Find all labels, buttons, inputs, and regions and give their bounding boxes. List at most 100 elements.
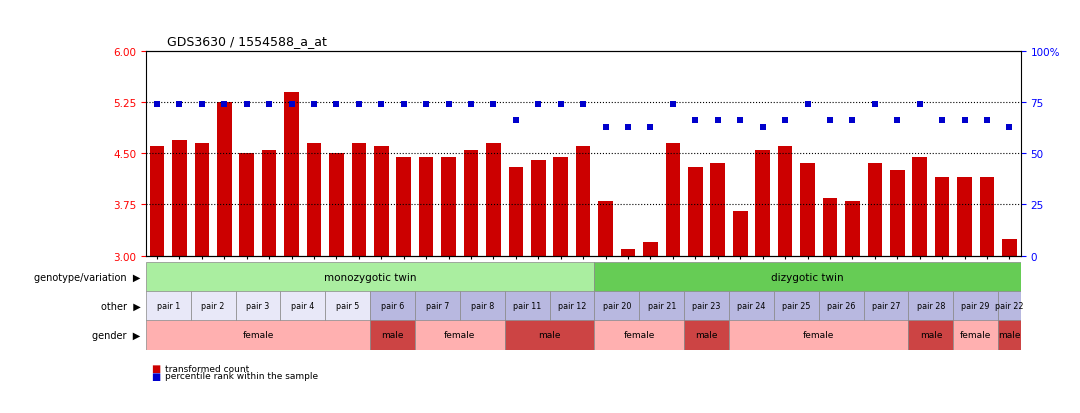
Text: pair 26: pair 26 xyxy=(827,301,855,311)
Point xyxy=(731,118,748,124)
Point xyxy=(350,102,367,108)
Bar xyxy=(1002,239,1016,256)
Bar xyxy=(644,242,658,256)
Point xyxy=(777,118,794,124)
Bar xyxy=(442,157,456,256)
Point xyxy=(821,118,838,124)
Bar xyxy=(594,291,639,321)
Text: pair 23: pair 23 xyxy=(692,301,720,311)
Bar xyxy=(146,291,191,321)
Point xyxy=(754,124,771,131)
Bar xyxy=(240,154,254,256)
Bar xyxy=(957,178,972,256)
Text: pair 22: pair 22 xyxy=(995,301,1024,311)
Point xyxy=(912,102,929,108)
Text: other  ▶: other ▶ xyxy=(100,301,140,311)
Bar xyxy=(935,178,949,256)
Bar xyxy=(778,147,793,256)
Point xyxy=(148,102,165,108)
Text: pair 2: pair 2 xyxy=(201,301,225,311)
Point xyxy=(529,102,546,108)
Point xyxy=(418,102,435,108)
Bar xyxy=(665,144,680,256)
Bar xyxy=(531,161,545,256)
Point xyxy=(306,102,323,108)
Text: female: female xyxy=(804,330,835,339)
Bar xyxy=(639,291,684,321)
Bar xyxy=(415,320,504,350)
Point xyxy=(508,118,525,124)
Bar xyxy=(504,291,550,321)
Text: male: male xyxy=(538,330,561,339)
Text: pair 27: pair 27 xyxy=(872,301,901,311)
Point xyxy=(889,118,906,124)
Text: male: male xyxy=(696,330,718,339)
Bar xyxy=(415,291,460,321)
Point xyxy=(978,118,996,124)
Bar xyxy=(217,103,231,256)
Bar xyxy=(370,291,415,321)
Text: pair 28: pair 28 xyxy=(917,301,945,311)
Bar xyxy=(908,320,954,350)
Bar xyxy=(913,157,927,256)
Bar xyxy=(261,150,276,256)
Bar xyxy=(867,164,882,256)
Bar xyxy=(954,291,998,321)
Text: pair 11: pair 11 xyxy=(513,301,541,311)
Bar xyxy=(733,212,747,256)
Bar xyxy=(890,171,905,256)
Text: pair 4: pair 4 xyxy=(292,301,314,311)
Bar xyxy=(370,320,415,350)
Text: male: male xyxy=(381,330,404,339)
Point xyxy=(799,102,816,108)
Text: male: male xyxy=(998,330,1021,339)
Bar xyxy=(374,147,389,256)
Text: pair 12: pair 12 xyxy=(557,301,586,311)
Point xyxy=(238,102,255,108)
Bar xyxy=(235,291,281,321)
Bar xyxy=(621,249,635,256)
Text: male: male xyxy=(920,330,942,339)
Text: percentile rank within the sample: percentile rank within the sample xyxy=(165,371,319,380)
Bar xyxy=(998,291,1021,321)
Text: pair 7: pair 7 xyxy=(426,301,449,311)
Point xyxy=(710,118,727,124)
Bar xyxy=(684,320,729,350)
Bar xyxy=(711,164,725,256)
Point xyxy=(552,102,569,108)
Bar xyxy=(598,202,613,256)
Bar xyxy=(755,150,770,256)
Point xyxy=(597,124,615,131)
Point xyxy=(933,118,950,124)
Bar xyxy=(463,150,478,256)
Text: female: female xyxy=(444,330,475,339)
Text: female: female xyxy=(242,330,273,339)
Text: pair 3: pair 3 xyxy=(246,301,270,311)
Point xyxy=(956,118,973,124)
Bar xyxy=(819,291,864,321)
Bar xyxy=(194,144,210,256)
Bar xyxy=(729,320,908,350)
Text: genotype/variation  ▶: genotype/variation ▶ xyxy=(35,272,140,282)
Point xyxy=(395,102,413,108)
Point xyxy=(216,102,233,108)
Text: female: female xyxy=(623,330,654,339)
Point xyxy=(642,124,659,131)
Text: pair 25: pair 25 xyxy=(782,301,811,311)
Bar xyxy=(576,147,591,256)
Bar xyxy=(550,291,594,321)
Point xyxy=(485,102,502,108)
Text: pair 29: pair 29 xyxy=(961,301,990,311)
Text: pair 5: pair 5 xyxy=(336,301,360,311)
Point xyxy=(373,102,390,108)
Point xyxy=(260,102,278,108)
Text: pair 20: pair 20 xyxy=(603,301,631,311)
Text: gender  ▶: gender ▶ xyxy=(92,330,140,340)
Point xyxy=(328,102,346,108)
Point xyxy=(687,118,704,124)
Text: pair 6: pair 6 xyxy=(381,301,404,311)
Bar xyxy=(954,320,998,350)
Bar xyxy=(146,262,594,292)
Point xyxy=(1001,124,1018,131)
Bar xyxy=(281,291,325,321)
